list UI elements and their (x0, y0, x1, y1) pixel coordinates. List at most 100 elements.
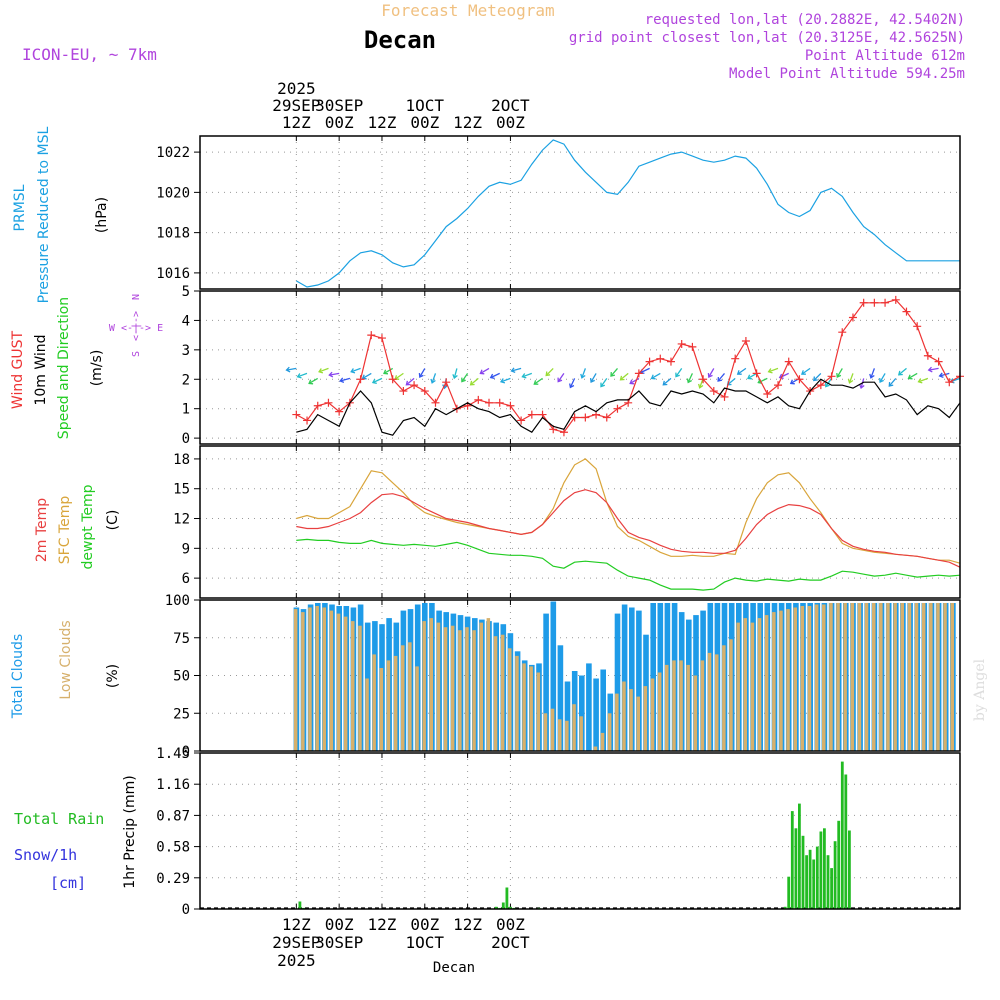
wind-direction-arrow (651, 372, 661, 379)
bottom-time-label: 2OCT (491, 933, 530, 952)
low-clouds-bar (722, 645, 726, 751)
panel-frame (199, 445, 961, 599)
wind-direction-arrow (717, 372, 725, 382)
low-clouds-bar (900, 603, 904, 751)
wind-direction-arrow (768, 367, 779, 373)
wind-direction-arrowhead (318, 368, 324, 374)
wind-gust-marker (399, 387, 408, 396)
low-clouds-bar (786, 609, 790, 751)
top-time-label: 12Z (282, 113, 311, 132)
wind-direction-arrowhead (557, 377, 563, 383)
low-clouds-bar (543, 713, 548, 752)
top-time-label: 00Z (496, 113, 525, 132)
wind-gust-marker (495, 398, 504, 407)
low-clouds-bar (593, 746, 598, 751)
wind-direction-arrow (888, 377, 897, 387)
wind-direction-arrow (419, 368, 426, 378)
total-clouds-bar (564, 681, 571, 751)
dewpt-temp-line (296, 538, 961, 591)
header-requested: requested lon,lat (20.2882E, 42.5402N) (645, 12, 965, 28)
wind-gust-marker (784, 357, 793, 366)
rain-bar (505, 887, 509, 909)
low-clouds-bar (764, 615, 769, 751)
wind-direction-arrowhead (430, 378, 436, 384)
low-clouds-bar (508, 648, 512, 751)
wind-direction-arrow (394, 372, 404, 380)
low-clouds-bar (358, 625, 362, 751)
wind-direction-arrow (836, 368, 843, 378)
wind-direction-arrow (522, 372, 533, 378)
low-clouds-bar (814, 604, 819, 751)
wind-direction-arrowhead (452, 374, 458, 380)
wind-direction-arrowhead (879, 378, 884, 383)
wind-direction-arrow (569, 378, 576, 388)
wind-gust-marker (923, 351, 932, 360)
wind-direction-arrow (286, 367, 297, 371)
compass-axis: <-|-> (131, 311, 142, 341)
wind-direction-arrowhead (813, 376, 818, 382)
low-clouds-bar (450, 625, 455, 751)
wind-direction-arrowhead (619, 375, 625, 381)
wind-gust-marker (934, 357, 943, 366)
low-clouds-bar (522, 663, 526, 751)
wind-direction-arrowhead (308, 379, 314, 385)
bottom-time-label: 12Z (453, 915, 482, 934)
rain-bar (790, 811, 794, 909)
wind-gust-marker (377, 334, 386, 343)
low-clouds-bar (436, 622, 441, 751)
wind-gust-marker (699, 375, 708, 384)
wind-direction-arrow (879, 373, 886, 383)
wind-direction-arrow (848, 373, 854, 384)
low-clouds-bar (921, 603, 926, 751)
low-clouds-bar (415, 666, 419, 751)
header-location: Decan (364, 26, 436, 54)
wind-gust-marker (731, 354, 740, 363)
bottom-time-label: 30SEP (315, 933, 363, 952)
low-clouds-bar (707, 652, 712, 751)
wind-direction-arrowhead (662, 380, 668, 386)
wind-gust-marker (420, 387, 429, 396)
wind-gust-marker (688, 342, 697, 351)
wind-gust-marker (741, 337, 750, 346)
low-clouds-bar (914, 603, 919, 751)
total-clouds-bar (586, 663, 592, 751)
wind-direction-arrow (747, 372, 757, 379)
low-clouds-bar (458, 630, 462, 751)
low-clouds-bar (893, 603, 897, 751)
low-clouds-bar (943, 603, 947, 751)
low-clouds-bar (793, 607, 797, 751)
y-tick-label: 6 (182, 571, 190, 587)
rain-bar (848, 830, 851, 909)
wind-direction-arrowhead (767, 368, 773, 374)
low-clouds-bar (565, 720, 569, 751)
wind-direction-arrowhead (296, 373, 302, 379)
wind-gust-marker (945, 378, 954, 387)
low-clouds-bar (907, 603, 912, 751)
wind-direction-arrow (640, 367, 650, 374)
low-clouds-bar (950, 603, 954, 751)
low-clouds-bar (693, 675, 698, 751)
low-clouds-bar (408, 642, 412, 751)
wind-gust-marker (870, 298, 879, 307)
rain-bar (794, 828, 798, 909)
y-tick-label: 1022 (156, 145, 190, 161)
low-clouds-bar (329, 610, 334, 751)
wind-gust-marker (827, 372, 836, 381)
y-tick-label: 3 (182, 343, 190, 359)
y-tick-label: 0 (182, 431, 190, 447)
wind-direction-arrow (898, 367, 907, 376)
wind-direction-arrow (453, 368, 458, 379)
y-tick-label: 2 (182, 372, 190, 388)
low-clouds-bar (686, 664, 690, 751)
low-clouds-bar (515, 655, 519, 751)
wind-direction-arrowhead (778, 373, 784, 380)
wind-direction-arrow (928, 367, 939, 371)
wind-direction-arrowhead (858, 384, 865, 390)
bottom-time-label: 29SEP (272, 933, 320, 952)
top-time-label: 1OCT (406, 96, 445, 115)
wind-direction-arrow (675, 368, 683, 377)
low-clouds-bar (629, 689, 633, 751)
top-time-label: 30SEP (315, 96, 363, 115)
wind-direction-arrowhead (589, 378, 595, 383)
wind-direction-arrowhead (418, 373, 424, 378)
